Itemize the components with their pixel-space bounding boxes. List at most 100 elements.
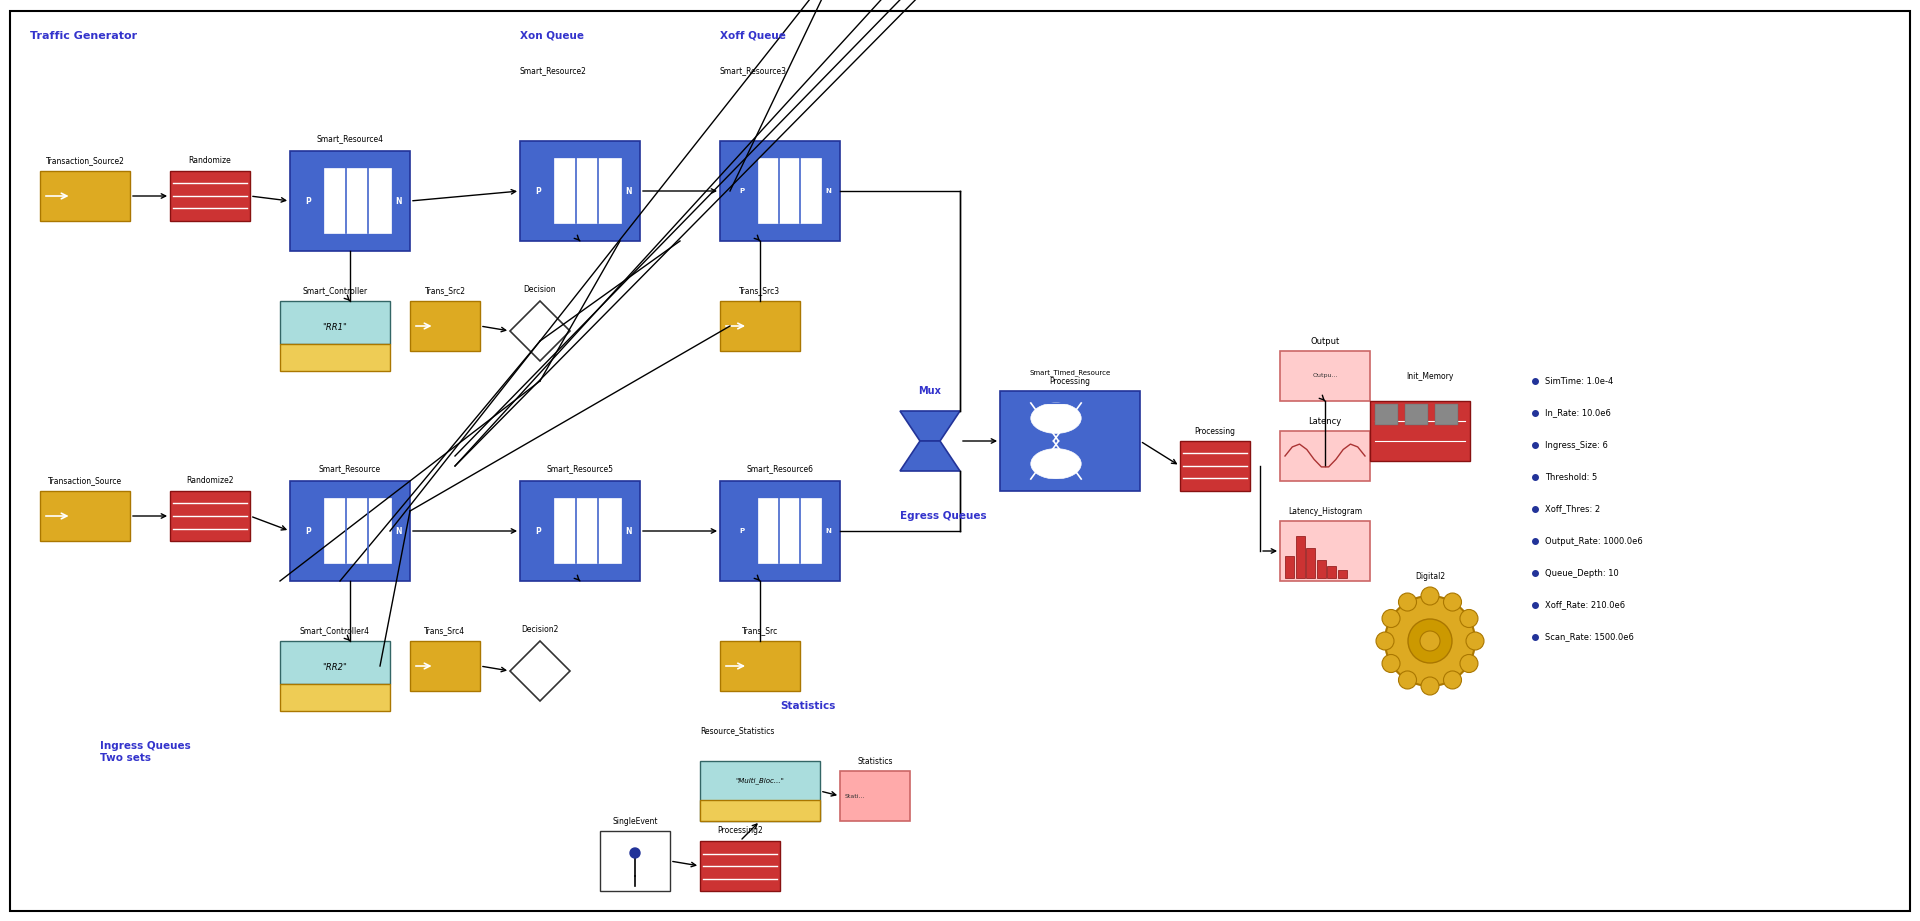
Text: Ingress_Size: 6: Ingress_Size: 6: [1546, 440, 1607, 449]
Text: Scan_Rate: 1500.0e6: Scan_Rate: 1500.0e6: [1546, 633, 1634, 642]
Bar: [1338, 569, 1346, 578]
Text: "Multi_Bloc...": "Multi_Bloc...": [735, 776, 785, 784]
Text: Resource_Statistics: Resource_Statistics: [701, 726, 774, 735]
Text: Trans_Src4: Trans_Src4: [424, 626, 465, 635]
Text: N: N: [624, 186, 632, 195]
Text: P: P: [739, 528, 745, 534]
Circle shape: [1421, 631, 1440, 651]
Text: Xoff Queue: Xoff Queue: [720, 31, 785, 41]
Text: Latency_Histogram: Latency_Histogram: [1288, 507, 1361, 516]
Text: Queue_Depth: 10: Queue_Depth: 10: [1546, 568, 1619, 577]
Ellipse shape: [1031, 449, 1081, 479]
Text: N: N: [624, 527, 632, 535]
Bar: [1317, 560, 1325, 578]
Text: Trans_Src: Trans_Src: [741, 626, 778, 635]
Text: Randomize: Randomize: [188, 156, 232, 165]
Text: P: P: [305, 196, 311, 205]
Circle shape: [1377, 632, 1394, 650]
Text: Latency: Latency: [1308, 417, 1342, 426]
Bar: [280, 684, 390, 711]
Circle shape: [1384, 596, 1475, 686]
Circle shape: [1459, 655, 1478, 672]
Bar: [280, 641, 390, 684]
Bar: [1000, 391, 1140, 491]
Bar: [1281, 431, 1371, 481]
Text: Transaction_Source2: Transaction_Source2: [46, 156, 125, 165]
Bar: [758, 498, 822, 563]
Polygon shape: [511, 301, 570, 361]
Bar: [599, 831, 670, 891]
Text: Trans_Src3: Trans_Src3: [739, 286, 781, 295]
Bar: [1281, 521, 1371, 581]
Text: Smart_Resource3: Smart_Resource3: [720, 66, 787, 75]
Bar: [411, 301, 480, 351]
Text: Smart_Resource6: Smart_Resource6: [747, 464, 814, 473]
Text: N: N: [396, 196, 401, 205]
Circle shape: [1421, 587, 1438, 605]
Circle shape: [1398, 671, 1417, 689]
Text: P: P: [536, 527, 541, 535]
Bar: [324, 168, 392, 233]
Bar: [280, 301, 390, 344]
Text: In_Rate: 10.0e6: In_Rate: 10.0e6: [1546, 409, 1611, 417]
Bar: [520, 141, 639, 241]
Text: N: N: [396, 527, 401, 535]
Text: Decision2: Decision2: [522, 625, 559, 634]
Text: "RR2": "RR2": [323, 663, 348, 672]
Text: SingleEvent: SingleEvent: [612, 817, 659, 826]
Text: "RR1": "RR1": [323, 323, 348, 332]
Bar: [1327, 566, 1336, 578]
Bar: [1375, 404, 1398, 425]
Bar: [1405, 404, 1428, 425]
Bar: [553, 498, 620, 563]
Text: Statistics: Statistics: [856, 757, 893, 766]
Polygon shape: [900, 441, 960, 471]
Text: Stati...: Stati...: [845, 794, 866, 799]
Text: Traffic Generator: Traffic Generator: [31, 31, 136, 41]
Bar: [720, 141, 841, 241]
Bar: [520, 481, 639, 581]
Circle shape: [1382, 610, 1400, 627]
Bar: [1281, 351, 1371, 401]
Bar: [758, 158, 822, 223]
Bar: [841, 771, 910, 821]
Text: Processing: Processing: [1194, 427, 1235, 436]
Bar: [280, 344, 390, 371]
Bar: [701, 841, 780, 891]
Text: Transaction_Source: Transaction_Source: [48, 476, 123, 485]
Text: Smart_Controller4: Smart_Controller4: [300, 626, 371, 635]
Text: Statistics: Statistics: [780, 701, 835, 711]
Circle shape: [1467, 632, 1484, 650]
Text: Output: Output: [1309, 337, 1340, 346]
Bar: [324, 498, 392, 563]
Text: Ingress Queues
Two sets: Ingress Queues Two sets: [100, 741, 190, 763]
Text: P: P: [536, 186, 541, 195]
Bar: [701, 800, 820, 821]
Circle shape: [1421, 677, 1438, 695]
Polygon shape: [900, 411, 960, 441]
Text: Threshold: 5: Threshold: 5: [1546, 472, 1597, 482]
Text: Xoff_Rate: 210.0e6: Xoff_Rate: 210.0e6: [1546, 600, 1624, 610]
Text: Smart_Resource4: Smart_Resource4: [317, 134, 384, 143]
Text: Xon Queue: Xon Queue: [520, 31, 584, 41]
Text: Smart_Resource2: Smart_Resource2: [520, 66, 588, 75]
Bar: [701, 761, 820, 821]
Ellipse shape: [1031, 403, 1081, 434]
Bar: [290, 481, 411, 581]
Circle shape: [1459, 610, 1478, 627]
Text: Processing2: Processing2: [718, 826, 762, 835]
Text: Smart_Resource: Smart_Resource: [319, 464, 380, 473]
Bar: [1306, 548, 1315, 578]
Polygon shape: [511, 641, 570, 701]
Text: Smart_Timed_Resource: Smart_Timed_Resource: [1029, 369, 1110, 376]
Bar: [171, 171, 250, 221]
Text: Digital2: Digital2: [1415, 572, 1446, 581]
Circle shape: [1407, 619, 1452, 663]
Text: Decision: Decision: [524, 285, 557, 294]
Text: Trans_Src2: Trans_Src2: [424, 286, 465, 295]
Text: Mux: Mux: [918, 386, 941, 396]
Circle shape: [1444, 671, 1461, 689]
Text: Egress Queues: Egress Queues: [900, 511, 987, 521]
Bar: [720, 301, 801, 351]
Text: Xoff_Thres: 2: Xoff_Thres: 2: [1546, 505, 1599, 514]
